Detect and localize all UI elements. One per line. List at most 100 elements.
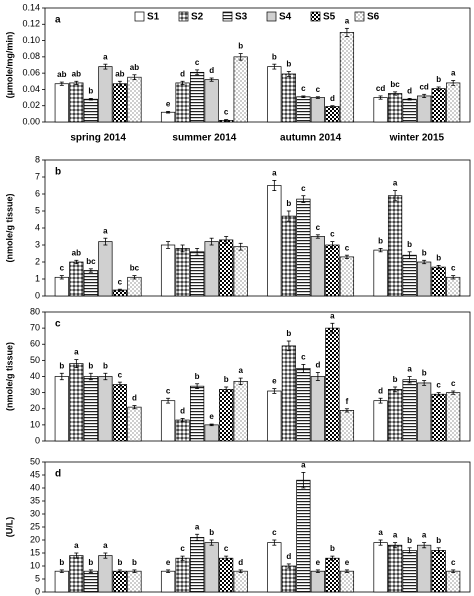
y-tick-label: 15 xyxy=(30,547,40,557)
significance-letter: b xyxy=(436,254,441,263)
bar xyxy=(175,557,190,593)
bar xyxy=(402,98,417,123)
significance-letter: b xyxy=(59,558,64,567)
y-tick-label: 50 xyxy=(30,456,40,466)
bar xyxy=(281,565,296,593)
significance-letter: cd xyxy=(419,82,428,91)
significance-letter: c xyxy=(118,277,123,286)
bar xyxy=(325,327,340,442)
significance-letter: a xyxy=(272,169,277,178)
significance-letter: d xyxy=(378,386,383,395)
y-tick-label: 1 xyxy=(35,273,40,283)
y-tick-label: 0.06 xyxy=(22,68,40,78)
significance-letter: a xyxy=(378,528,383,537)
significance-letter: a xyxy=(103,52,108,61)
significance-letter: d xyxy=(238,558,243,567)
bar xyxy=(417,382,432,442)
bar xyxy=(190,385,205,442)
bar xyxy=(112,570,128,593)
bar xyxy=(417,544,432,593)
significance-letter: c xyxy=(316,223,321,232)
x-tick-label: autumn 2014 xyxy=(280,133,342,144)
bar xyxy=(160,111,176,123)
y-tick-label: 0 xyxy=(35,586,40,596)
significance-letter: cd xyxy=(376,84,385,93)
bar xyxy=(387,544,403,593)
bar xyxy=(325,557,340,593)
legend-swatch xyxy=(178,11,189,22)
significance-letter: d xyxy=(209,66,214,75)
significance-letter: d xyxy=(330,94,335,103)
bar xyxy=(204,79,219,123)
x-tick-label: spring 2014 xyxy=(70,133,126,144)
significance-letter: c xyxy=(301,84,306,93)
bar xyxy=(387,93,403,123)
significance-letter: a xyxy=(345,16,350,25)
significance-letter: b xyxy=(422,369,427,378)
bar xyxy=(83,570,98,593)
bar xyxy=(204,424,219,442)
y-tick-label: 30 xyxy=(30,508,40,518)
significance-letter: b xyxy=(59,361,64,370)
panel-label: d xyxy=(55,469,61,480)
significance-letter: d xyxy=(180,407,185,416)
bar xyxy=(160,570,176,593)
y-tick-label: 80 xyxy=(30,306,40,316)
bar xyxy=(296,96,311,123)
legend-label: S1 xyxy=(147,12,160,23)
significance-letter: a xyxy=(74,541,79,550)
significance-letter: b xyxy=(422,248,427,257)
y-tick-label: 4 xyxy=(35,222,40,232)
bar xyxy=(83,270,98,297)
y-tick-label: 6 xyxy=(35,188,40,198)
significance-letter: bc xyxy=(390,80,400,89)
bar xyxy=(281,73,296,123)
bar xyxy=(431,266,446,297)
bar xyxy=(339,32,355,123)
bar xyxy=(417,261,432,297)
bar xyxy=(190,71,205,123)
bar xyxy=(219,389,234,442)
bar xyxy=(431,88,446,123)
bar xyxy=(204,542,219,593)
significance-letter: c xyxy=(345,243,350,252)
bar xyxy=(387,389,403,442)
bar xyxy=(373,400,388,442)
x-tick-label: winter 2015 xyxy=(389,133,445,144)
significance-letter: a xyxy=(407,365,412,374)
plot-frame xyxy=(44,7,471,123)
y-tick-label: 0.12 xyxy=(22,19,40,29)
bar xyxy=(267,390,282,442)
y-tick-label: 5 xyxy=(35,573,40,583)
bar xyxy=(373,542,388,593)
bar xyxy=(190,537,205,593)
y-tick-label: 8 xyxy=(35,154,40,164)
y-tick-label: 30 xyxy=(30,387,40,397)
significance-letter: c xyxy=(301,353,306,362)
y-tick-label: 25 xyxy=(30,521,40,531)
y-axis-label: (U/L) xyxy=(4,517,14,538)
significance-letter: d xyxy=(180,69,185,78)
y-tick-label: 0.02 xyxy=(22,100,40,110)
bar xyxy=(310,376,325,442)
legend-label: S3 xyxy=(235,12,248,23)
significance-letter: bc xyxy=(86,257,96,266)
bar xyxy=(281,215,296,297)
bar xyxy=(431,550,446,593)
bar xyxy=(112,384,128,442)
y-tick-label: 2 xyxy=(35,256,40,266)
bar xyxy=(296,368,311,442)
significance-letter: b xyxy=(88,86,93,95)
bar xyxy=(267,542,282,593)
legend-swatch xyxy=(266,11,277,22)
bar xyxy=(127,276,142,297)
significance-letter: ab xyxy=(115,69,124,78)
bar xyxy=(373,97,388,123)
y-tick-label: 0.04 xyxy=(22,84,40,94)
significance-letter: c xyxy=(60,264,65,273)
panel-label: c xyxy=(55,319,61,330)
significance-letter: a xyxy=(195,522,200,531)
bar xyxy=(219,557,234,593)
bar xyxy=(339,410,355,442)
legend-label: S4 xyxy=(279,12,292,23)
